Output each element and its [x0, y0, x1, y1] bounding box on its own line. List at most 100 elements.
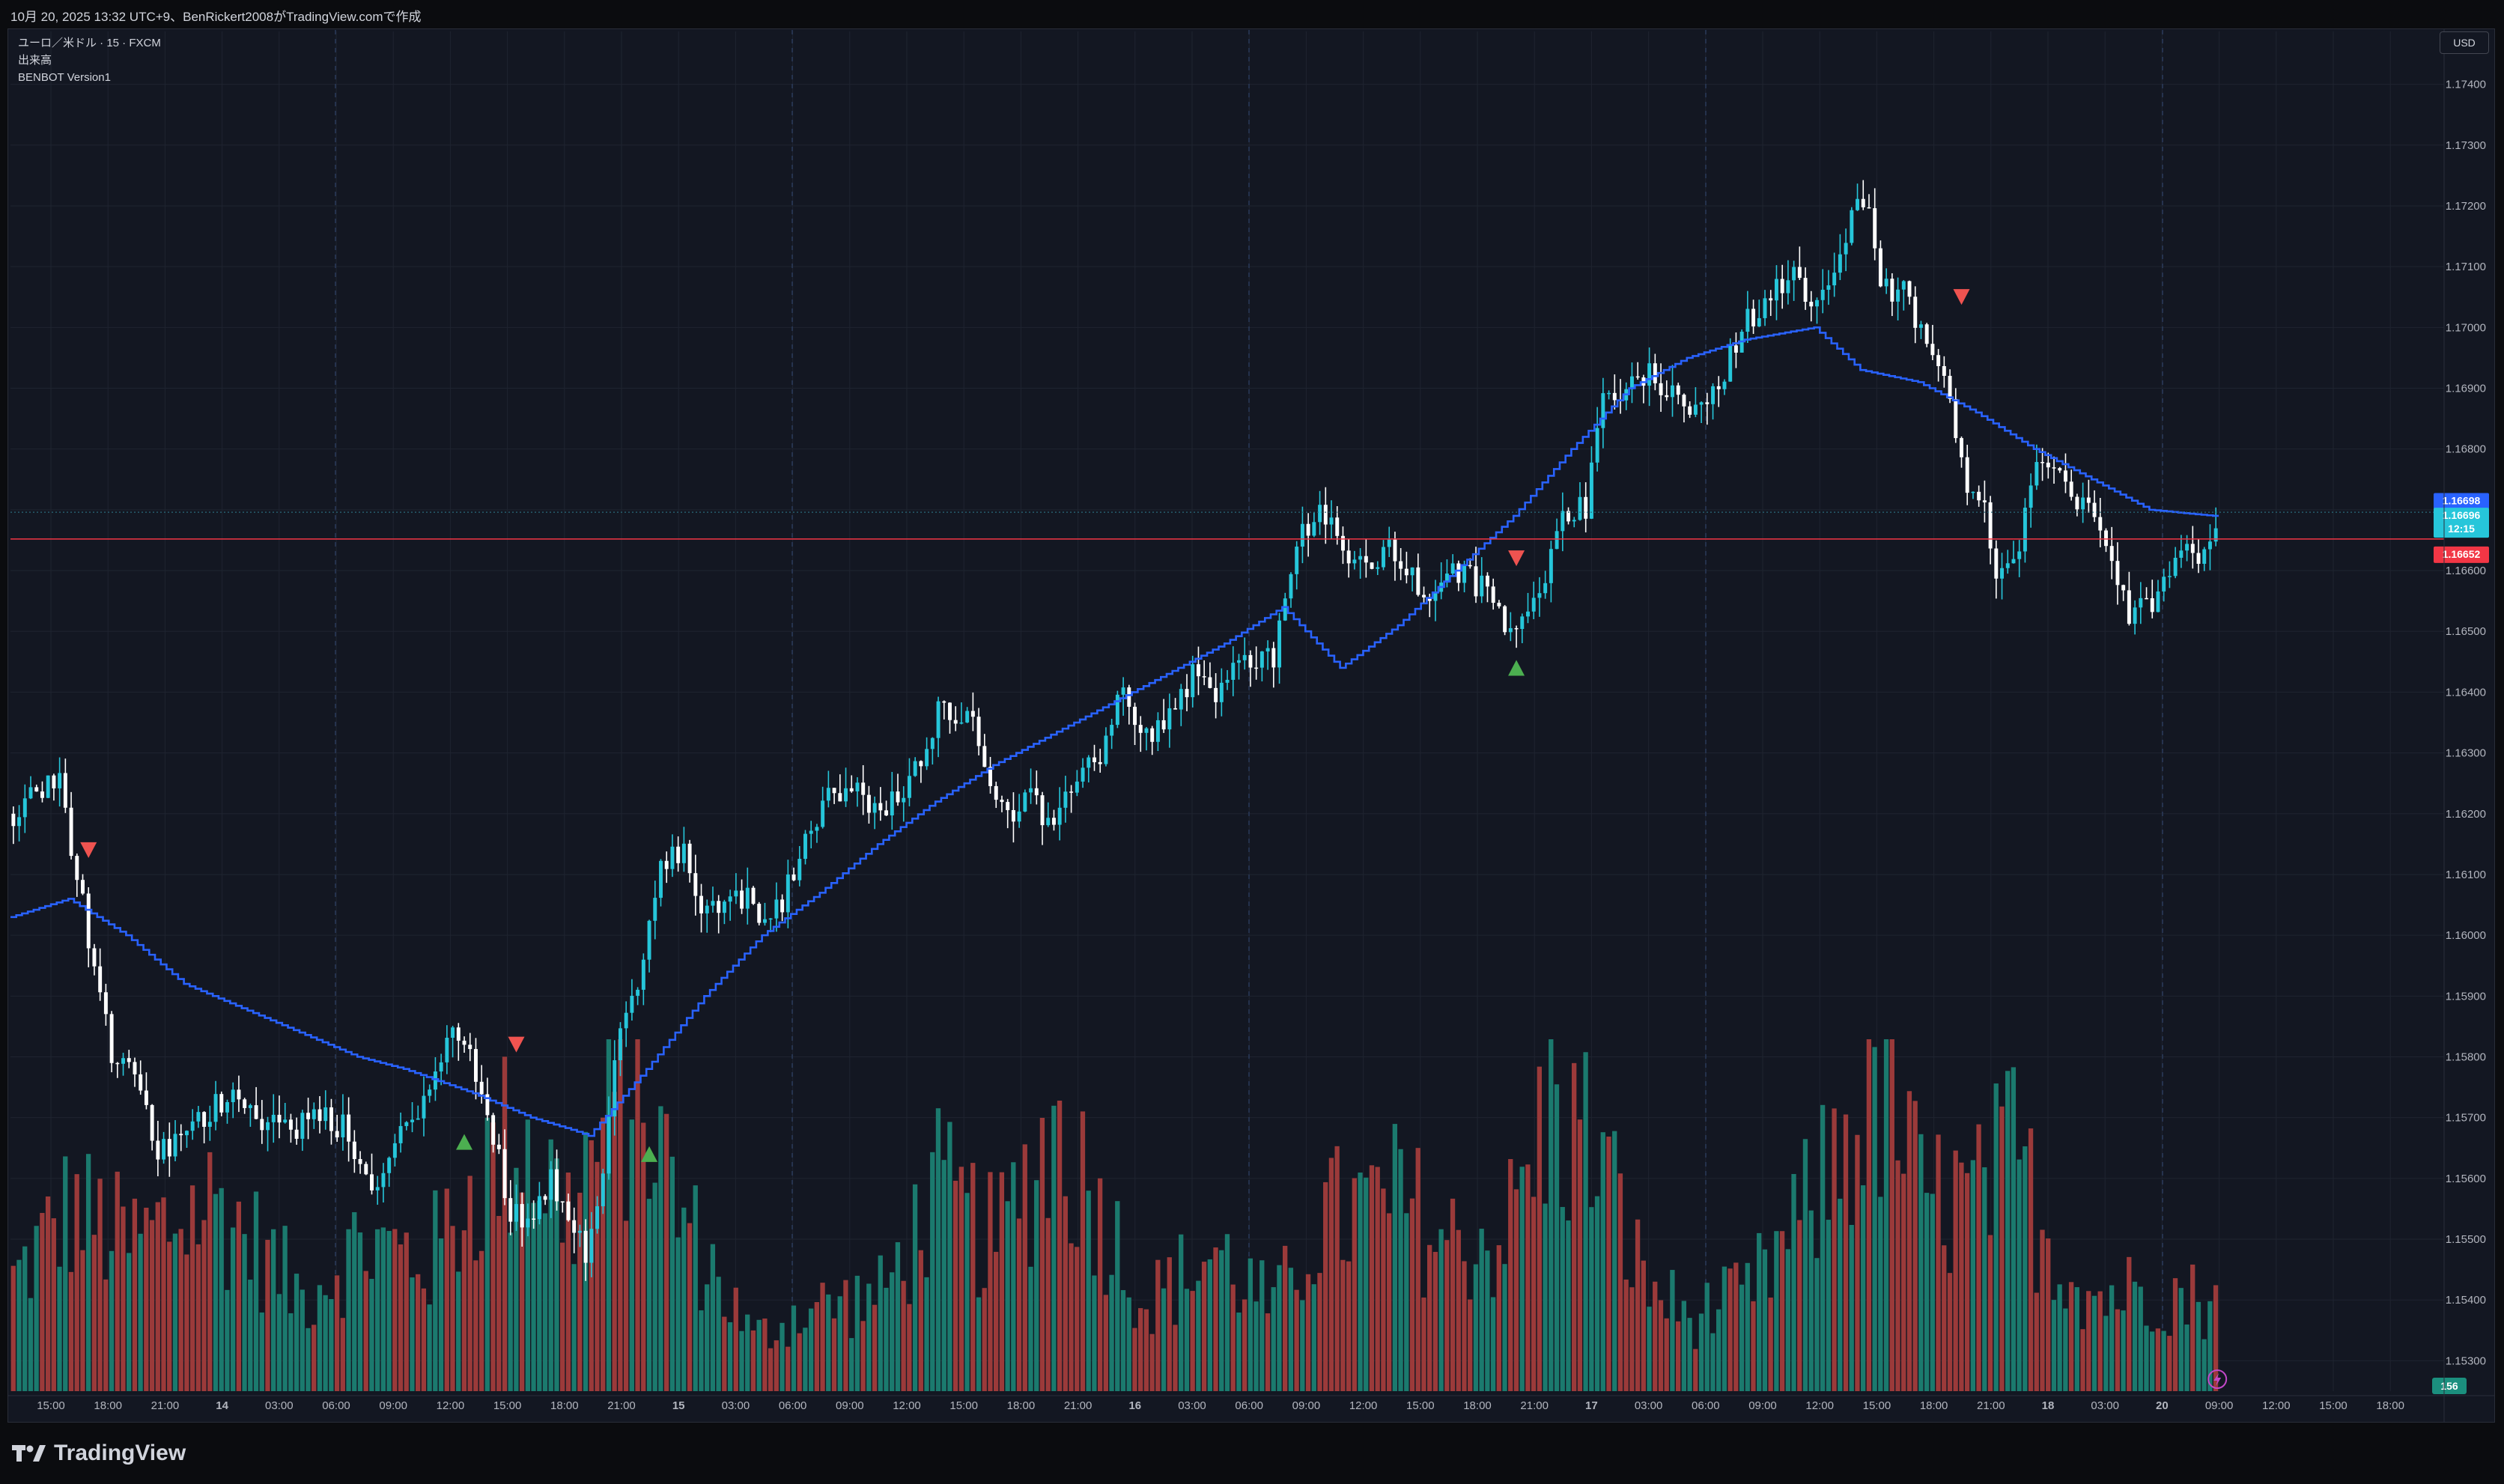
time-axis-label: 15:00: [1406, 1399, 1435, 1412]
volume-bar: [947, 1122, 952, 1391]
volume-bar: [1855, 1134, 1860, 1391]
currency-button[interactable]: USD: [2440, 31, 2489, 54]
candle-body: [1155, 720, 1160, 742]
candle-body: [1924, 324, 1929, 344]
ref-line-badge: [2434, 546, 2489, 563]
candle-body: [1774, 279, 1778, 301]
candle-body: [1878, 248, 1882, 287]
candle-body: [1121, 687, 1125, 695]
volume-bar: [288, 1313, 294, 1391]
candle-body: [1543, 583, 1548, 594]
candle-body: [780, 899, 785, 913]
candle-body: [1202, 676, 1206, 678]
volume-bar: [172, 1233, 178, 1391]
candle-body: [1242, 654, 1247, 660]
candle-body: [1711, 386, 1716, 404]
candle-body: [144, 1090, 148, 1105]
volume-bar: [1866, 1039, 1872, 1391]
candle-body: [785, 874, 790, 913]
candle-body: [693, 873, 698, 896]
time-axis-label: 21:00: [607, 1399, 636, 1412]
candle-body: [647, 920, 651, 960]
candle-body: [1444, 574, 1449, 583]
volume-bar: [1947, 1273, 1953, 1391]
volume-bar: [577, 1192, 583, 1391]
volume-bar: [1566, 1220, 1571, 1391]
sell-signal-marker[interactable]: [1508, 550, 1525, 567]
buy-signal-marker[interactable]: [1508, 660, 1525, 676]
volume-bar: [1364, 1177, 1369, 1391]
volume-bar: [1213, 1247, 1218, 1391]
price-axis-label: 1.17100: [2446, 261, 2486, 273]
volume-bar: [687, 1223, 693, 1391]
price-axis-label: 1.17000: [2446, 321, 2486, 334]
volume-bar: [699, 1310, 704, 1391]
candle-body: [1948, 375, 1952, 399]
candle-body: [659, 860, 663, 898]
candle-body: [306, 1113, 311, 1119]
candle-body: [485, 1094, 490, 1116]
volume-bar: [618, 1039, 623, 1391]
volume-bar: [1901, 1173, 1906, 1391]
volume-bar: [421, 1288, 427, 1391]
price-axis-label: 1.15700: [2446, 1112, 2486, 1125]
volume-bar: [554, 1158, 559, 1391]
candle-body: [150, 1104, 154, 1141]
sell-signal-marker[interactable]: [80, 842, 97, 858]
replay-lightning-icon[interactable]: [2207, 1369, 2228, 1389]
symbol-title[interactable]: ユーロ／米ドル · 15 · FXCM: [18, 37, 161, 49]
candle-body: [456, 1027, 461, 1041]
candle-body: [1340, 535, 1345, 551]
chart-pane[interactable]: [7, 28, 2495, 1423]
volume-bar: [1733, 1262, 1739, 1391]
buy-signal-marker[interactable]: [641, 1146, 658, 1162]
candle-body: [821, 800, 825, 827]
candle-body: [283, 1119, 288, 1123]
benbot-indicator-label[interactable]: BENBOT Version1: [18, 71, 111, 84]
volume-indicator-label[interactable]: 出来高: [18, 54, 52, 67]
candle-body: [2167, 576, 2172, 577]
candle-body: [2092, 502, 2097, 517]
time-axis-label: 15:00: [1863, 1399, 1891, 1412]
candle-body: [2063, 470, 2067, 482]
candle-body: [11, 813, 16, 827]
candle-body: [63, 773, 67, 808]
candle-body: [1029, 788, 1033, 793]
price-axis-label: 1.16500: [2446, 625, 2486, 638]
volume-bar: [629, 1119, 634, 1391]
volume-bar: [334, 1275, 340, 1391]
candle-body: [133, 1062, 137, 1074]
candle-body: [266, 1122, 270, 1131]
candle-body: [1497, 603, 1501, 606]
tradingview-brand[interactable]: TradingView: [12, 1441, 186, 1466]
volume-bar: [1970, 1160, 1975, 1391]
volume-bar: [1398, 1149, 1403, 1391]
candle-body: [81, 880, 85, 894]
candle-body: [2086, 497, 2091, 503]
candle-body: [1167, 708, 1172, 730]
volume-bar: [1149, 1334, 1155, 1391]
candle-body: [139, 1074, 143, 1091]
sell-signal-marker[interactable]: [1953, 289, 1970, 305]
volume-bar: [890, 1272, 895, 1391]
candle-body: [1427, 597, 1432, 601]
candle-body: [1225, 679, 1230, 683]
candle-body: [953, 720, 958, 724]
volume-bar: [1496, 1245, 1501, 1391]
candle-body: [508, 1198, 513, 1222]
candle-body: [514, 1204, 518, 1222]
candle-body: [577, 1230, 582, 1233]
buy-signal-marker[interactable]: [456, 1134, 473, 1150]
volume-bar: [2167, 1336, 2172, 1391]
candle-body: [69, 807, 73, 857]
sell-signal-marker[interactable]: [508, 1036, 525, 1053]
price-axis-label: 1.15900: [2446, 990, 2486, 1003]
top-bar: 10月 20, 2025 13:32 UTC+9、BenRickert2008が…: [0, 0, 2504, 27]
candle-body: [624, 1012, 628, 1029]
candle-body: [2081, 497, 2085, 510]
candle-body: [1797, 267, 1802, 279]
volume-bar: [1751, 1301, 1756, 1391]
time-axis-label: 06:00: [1692, 1399, 1720, 1412]
volume-bar: [2086, 1291, 2091, 1391]
